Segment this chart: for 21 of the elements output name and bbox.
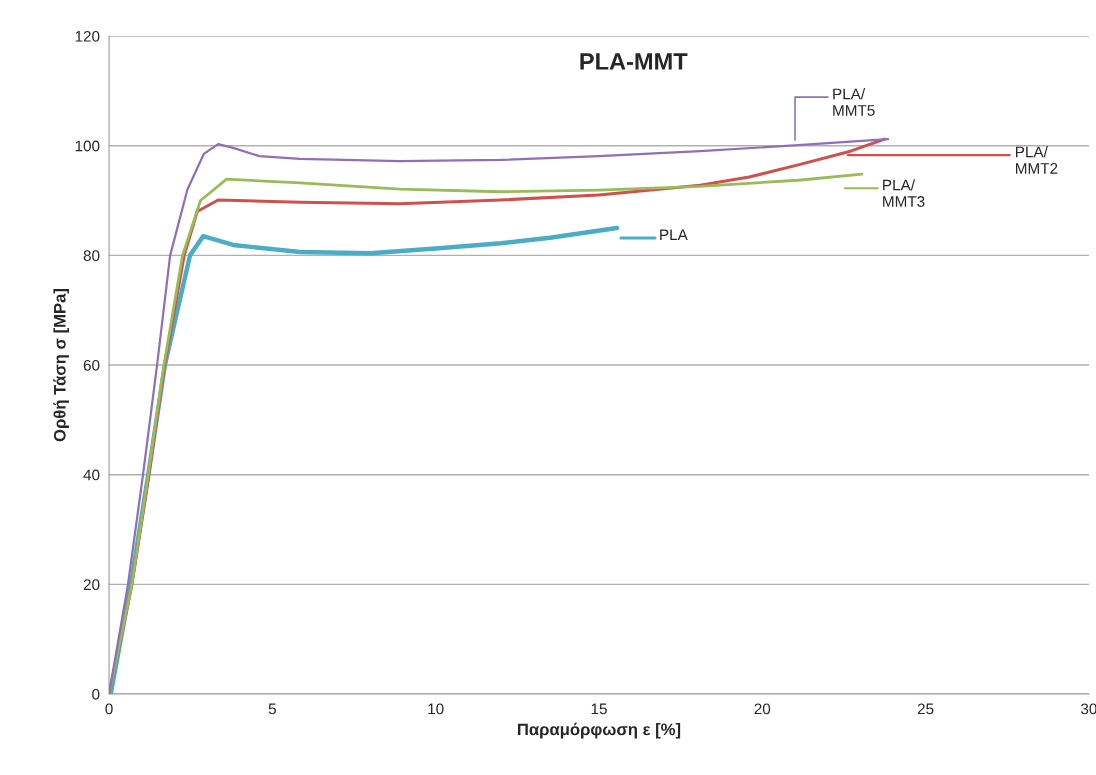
text: PLA-MMT: [580, 53, 688, 70]
y-tick-label: 60: [83, 359, 100, 371]
y-tick-label: 80: [83, 250, 100, 262]
x-tick-label: 30: [1080, 703, 1096, 715]
x-tick-label: 10: [428, 703, 444, 715]
y-tick-label: 100: [75, 140, 100, 152]
x-axis-title: Παραμόρφωση ε [%]: [517, 722, 681, 739]
text: PLA/ MMT2: [1016, 146, 1058, 174]
y-tick-label: 20: [83, 579, 100, 591]
legend-label: PLA/ MMT3: [883, 179, 925, 207]
x-tick-label: 5: [268, 703, 276, 715]
legend-label: PLA: [660, 229, 688, 241]
y-tick-label: 120: [75, 30, 100, 42]
y-axis-title: Ορθή Τάση σ [MPa]: [53, 289, 69, 442]
y-tick-label: 0: [92, 688, 100, 700]
x-tick-label: 20: [754, 703, 771, 715]
x-tick-label: 15: [591, 703, 607, 715]
x-tick-label: 0: [105, 703, 113, 715]
x-tick-label: 25: [917, 703, 934, 715]
series-label: PLA/ MMT5: [833, 88, 875, 116]
y-tick-label: 40: [83, 469, 100, 481]
